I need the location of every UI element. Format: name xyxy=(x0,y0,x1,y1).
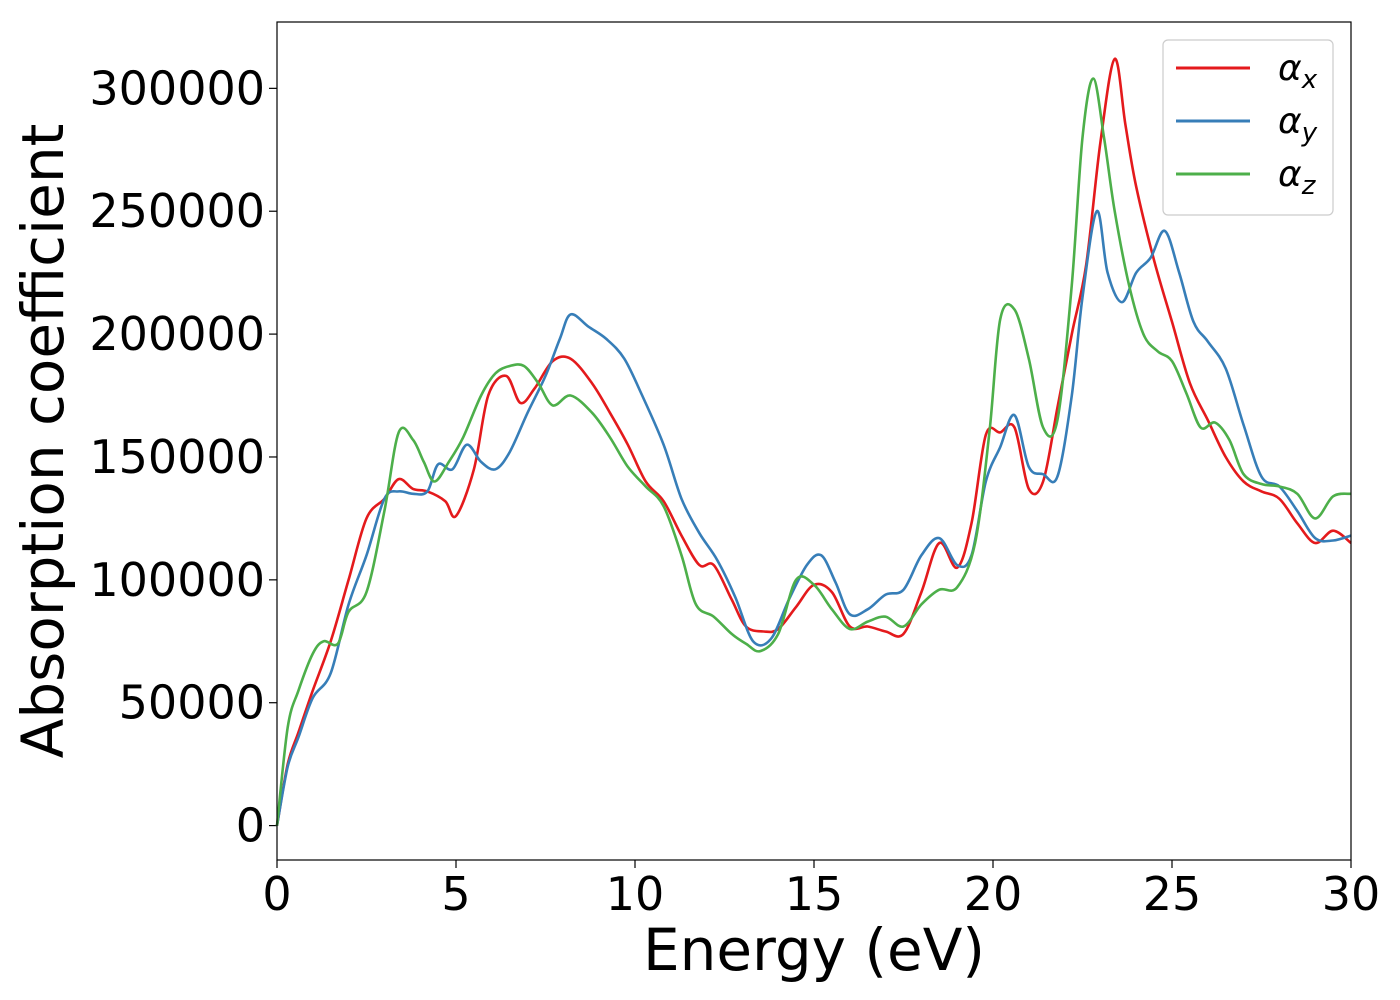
y-tick-label: 150000 xyxy=(89,430,265,484)
legend-label-subscript: z xyxy=(1301,171,1317,201)
y-tick-label: 50000 xyxy=(119,676,265,730)
legend-label-y: αy xyxy=(1278,101,1318,148)
x-tick-label: 15 xyxy=(785,867,844,921)
y-tick-label: 100000 xyxy=(89,553,265,607)
legend-label-base: α xyxy=(1278,101,1302,142)
plot-frame xyxy=(276,21,1352,861)
y-axis-ticks: 0 50000 100000 150000 200000 250000 300000 xyxy=(89,61,277,853)
legend-label-base: α xyxy=(1278,48,1302,89)
x-axis-label: Energy (eV) xyxy=(643,916,985,984)
x-tick-label: 20 xyxy=(964,867,1023,921)
y-tick-label: 0 xyxy=(236,799,265,853)
x-tick-label: 5 xyxy=(441,867,470,921)
x-tick-label: 30 xyxy=(1322,867,1381,921)
y-tick-label: 200000 xyxy=(89,307,265,361)
x-axis-ticks: 0 5 10 15 20 25 30 xyxy=(262,860,1380,921)
y-axis-label: Absorption coefficient xyxy=(9,124,77,759)
legend-label-subscript: y xyxy=(1301,118,1318,148)
legend-label-base: α xyxy=(1278,154,1302,195)
legend-label-subscript: x xyxy=(1301,65,1318,95)
y-tick-label: 250000 xyxy=(89,184,265,238)
legend-box xyxy=(1162,39,1334,216)
series-line-z xyxy=(275,77,1352,826)
series-line-y xyxy=(275,209,1352,826)
legend-label-z: αz xyxy=(1278,154,1317,201)
x-tick-label: 10 xyxy=(606,867,665,921)
y-tick-label: 300000 xyxy=(89,61,265,115)
legend-label-x: αx xyxy=(1278,48,1318,95)
x-tick-label: 25 xyxy=(1143,867,1202,921)
x-tick-label: 0 xyxy=(262,867,291,921)
series-lines xyxy=(275,57,1352,826)
